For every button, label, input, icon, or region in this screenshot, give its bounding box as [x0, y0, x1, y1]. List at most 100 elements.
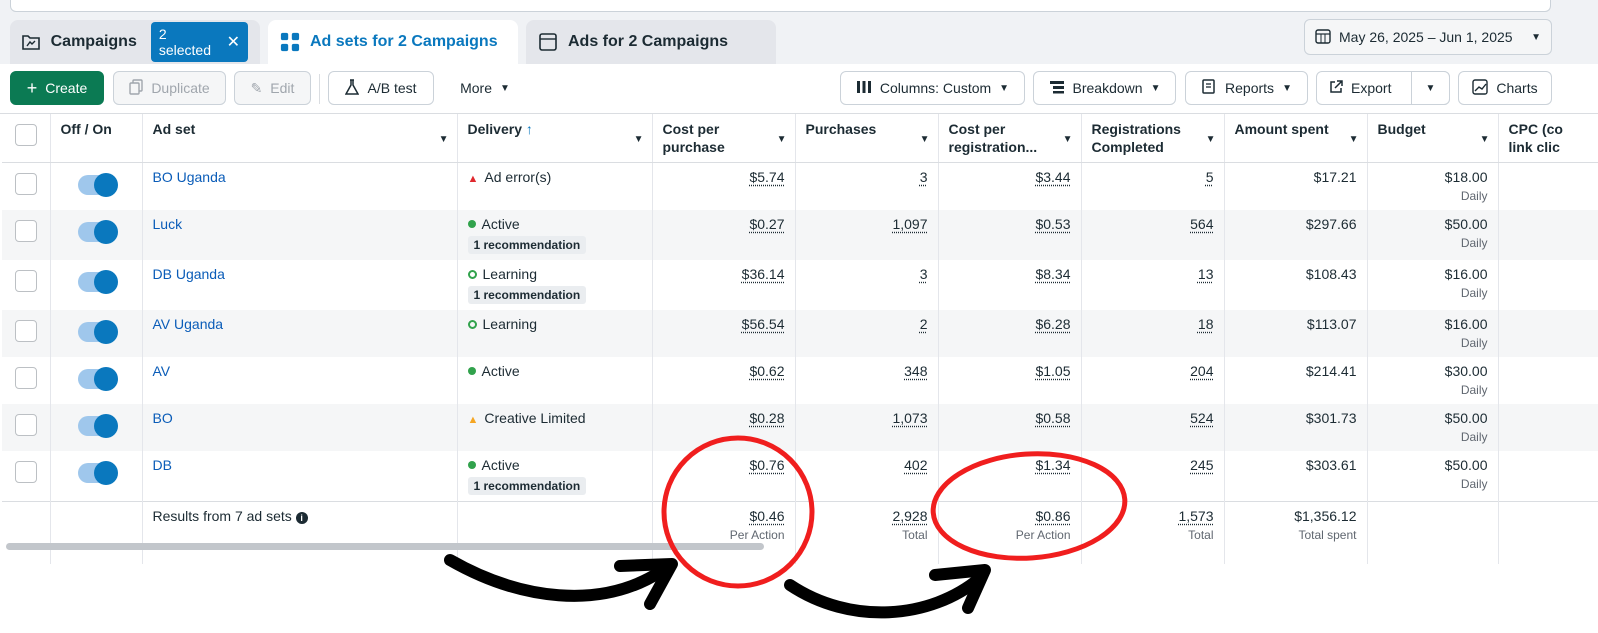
- recommendation-badge[interactable]: 1 recommendation: [467, 477, 587, 495]
- info-icon[interactable]: i: [295, 512, 308, 524]
- purchases-value[interactable]: 3: [919, 169, 928, 185]
- sort-caret-icon[interactable]: ▼: [438, 134, 449, 145]
- recommendation-badge[interactable]: 1 recommendation: [467, 286, 587, 304]
- registrations-value[interactable]: 564: [1190, 216, 1214, 232]
- table-row[interactable]: BO Uganda ▲ Ad error(s) $5.74 3 $3.44 5 $17.21 $…: [2, 162, 1598, 210]
- cost-per-purchase-value[interactable]: $0.27: [749, 216, 785, 232]
- cost-per-registration-value[interactable]: $3.44: [1035, 169, 1071, 185]
- registrations-value[interactable]: 13: [1197, 266, 1214, 282]
- sort-caret-icon[interactable]: ▼: [1205, 134, 1216, 145]
- registrations-value[interactable]: 245: [1190, 457, 1214, 473]
- cost-per-registration-value[interactable]: $1.05: [1035, 363, 1071, 379]
- sort-caret-icon[interactable]: ▼: [919, 134, 930, 145]
- on-off-toggle[interactable]: [78, 173, 118, 197]
- sort-caret-icon[interactable]: ▼: [776, 134, 787, 145]
- sort-caret-icon[interactable]: ▼: [1479, 134, 1490, 145]
- selected-chip[interactable]: 2 selected ✕: [150, 22, 248, 62]
- budget-cell[interactable]: $50.00 Daily: [1367, 210, 1499, 260]
- cost-per-purchase-value[interactable]: $0.76: [749, 457, 785, 473]
- search-bar[interactable]: [10, 0, 1551, 12]
- adset-name-link[interactable]: AV: [152, 363, 171, 379]
- registrations-value[interactable]: 204: [1190, 363, 1214, 379]
- row-checkbox[interactable]: [14, 220, 37, 242]
- adset-name-link[interactable]: Luck: [152, 216, 183, 232]
- adset-name-link[interactable]: AV Uganda: [152, 316, 224, 332]
- more-button[interactable]: More ▼: [443, 71, 527, 105]
- purchases-value[interactable]: 1,097: [892, 216, 928, 232]
- registrations-value[interactable]: 5: [1205, 169, 1214, 185]
- column-header-delivery[interactable]: Delivery ↑ ▼: [457, 114, 653, 163]
- charts-button[interactable]: Charts: [1458, 71, 1552, 105]
- export-dropdown-button[interactable]: ▼: [1411, 71, 1450, 105]
- cost-per-purchase-value[interactable]: $0.28: [749, 410, 785, 426]
- purchases-value[interactable]: 3: [919, 266, 928, 282]
- sort-caret-icon[interactable]: ▼: [1062, 134, 1073, 145]
- create-button[interactable]: + Create: [10, 71, 104, 105]
- column-header-offon[interactable]: Off / On: [50, 114, 143, 163]
- budget-cell[interactable]: $50.00 Daily: [1367, 451, 1499, 502]
- sort-caret-icon[interactable]: ▼: [1348, 134, 1359, 145]
- tab-ads[interactable]: Ads for 2 Campaigns: [526, 20, 776, 64]
- cost-per-purchase-value[interactable]: $5.74: [749, 169, 785, 185]
- table-row[interactable]: DB Active 1 recommendation $0.76 402 $1.34 245…: [2, 451, 1598, 502]
- cost-per-registration-value[interactable]: $0.58: [1035, 410, 1071, 426]
- select-all-checkbox[interactable]: [14, 124, 37, 146]
- column-header-registrations[interactable]: Registrations Completed ▼: [1081, 114, 1225, 163]
- cost-per-registration-value[interactable]: $6.28: [1035, 316, 1071, 332]
- cost-per-registration-value[interactable]: $8.34: [1035, 266, 1071, 282]
- row-checkbox[interactable]: [14, 414, 37, 436]
- edit-button[interactable]: ✎ Edit: [234, 71, 311, 105]
- purchases-value[interactable]: 1,073: [892, 410, 928, 426]
- table-row[interactable]: Luck Active 1 recommendation $0.27 1,097 $0.5…: [2, 210, 1598, 260]
- on-off-toggle[interactable]: [78, 320, 118, 344]
- adset-name-link[interactable]: BO Uganda: [152, 169, 226, 185]
- recommendation-badge[interactable]: 1 recommendation: [467, 236, 587, 254]
- on-off-toggle[interactable]: [78, 270, 118, 294]
- column-header-cpc[interactable]: CPC (co link clic: [1498, 114, 1598, 163]
- table-row[interactable]: AV Uganda Learning $56.54 2 $6.28 18 $113.07 $1…: [2, 310, 1598, 357]
- horizontal-scrollbar[interactable]: [2, 540, 1598, 552]
- cost-per-registration-value[interactable]: $1.34: [1035, 457, 1071, 473]
- column-header-cost-per-registration[interactable]: Cost per registration... ▼: [938, 114, 1082, 163]
- table-row[interactable]: DB Uganda Learning 1 recommendation $36.14 3…: [2, 260, 1598, 310]
- column-header-cost-per-purchase[interactable]: Cost per purchase ▼: [652, 114, 796, 163]
- column-header-budget[interactable]: Budget ▼: [1367, 114, 1499, 163]
- adset-name-link[interactable]: DB: [152, 457, 172, 473]
- reports-button[interactable]: Reports ▼: [1185, 71, 1308, 105]
- budget-cell[interactable]: $30.00 Daily: [1367, 357, 1499, 404]
- budget-cell[interactable]: $16.00 Daily: [1367, 310, 1499, 357]
- purchases-value[interactable]: 2: [919, 316, 928, 332]
- row-checkbox[interactable]: [14, 461, 37, 483]
- purchases-value[interactable]: 402: [904, 457, 928, 473]
- row-checkbox[interactable]: [14, 320, 37, 342]
- cost-per-purchase-value[interactable]: $56.54: [741, 316, 785, 332]
- adset-name-link[interactable]: DB Uganda: [152, 266, 225, 282]
- table-row[interactable]: AV Active $0.62 348 $1.05 204 $214.41 $30.00 Dai…: [2, 357, 1598, 404]
- row-checkbox[interactable]: [14, 173, 37, 195]
- registrations-value[interactable]: 18: [1197, 316, 1214, 332]
- date-range-picker[interactable]: May 26, 2025 – Jun 1, 2025 ▼: [1304, 19, 1552, 55]
- purchases-value[interactable]: 348: [904, 363, 928, 379]
- row-checkbox[interactable]: [14, 367, 37, 389]
- row-checkbox[interactable]: [14, 270, 37, 292]
- on-off-toggle[interactable]: [78, 220, 118, 244]
- column-header-adset[interactable]: Ad set ▼: [142, 114, 458, 163]
- adset-name-link[interactable]: BO: [152, 410, 173, 426]
- budget-cell[interactable]: $50.00 Daily: [1367, 404, 1499, 451]
- tab-adsets[interactable]: Ad sets for 2 Campaigns: [268, 20, 518, 64]
- column-header-purchases[interactable]: Purchases ▼: [795, 114, 939, 163]
- duplicate-button[interactable]: Duplicate: [113, 71, 226, 105]
- table-row[interactable]: BO ▲ Creative Limited $0.28 1,073 $0.58 524 $30…: [2, 404, 1598, 451]
- scrollbar-thumb[interactable]: [6, 543, 764, 550]
- sort-caret-icon[interactable]: ▼: [633, 134, 644, 145]
- columns-button[interactable]: Columns: Custom ▼: [840, 71, 1025, 105]
- cost-per-purchase-value[interactable]: $0.62: [749, 363, 785, 379]
- close-icon[interactable]: ✕: [226, 34, 240, 51]
- on-off-toggle[interactable]: [78, 414, 118, 438]
- column-header-amount-spent[interactable]: Amount spent ▼: [1224, 114, 1368, 163]
- cost-per-registration-value[interactable]: $0.53: [1035, 216, 1071, 232]
- on-off-toggle[interactable]: [78, 461, 118, 485]
- budget-cell[interactable]: $18.00 Daily: [1367, 162, 1499, 210]
- budget-cell[interactable]: $16.00 Daily: [1367, 260, 1499, 310]
- ab-test-button[interactable]: A/B test: [328, 71, 434, 105]
